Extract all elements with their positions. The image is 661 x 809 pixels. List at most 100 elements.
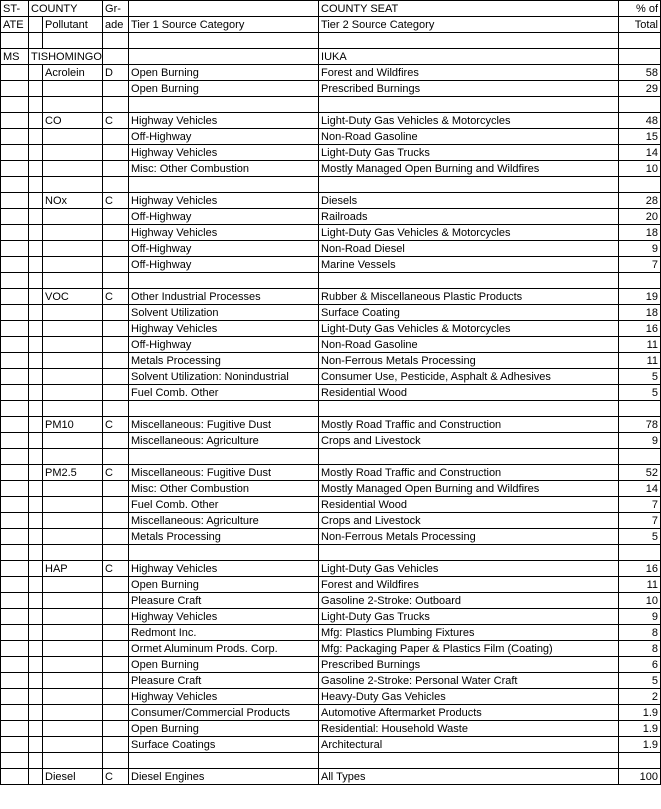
table-row: Highway VehiclesLight-Duty Gas Vehicles … [1,321,661,337]
table-row: NOxCHighway VehiclesDiesels28 [1,193,661,209]
grade-cell [103,369,129,385]
tier2-cell: Automotive Aftermarket Products [319,705,619,721]
pollutant-cell: VOC [43,289,103,305]
pct-cell: 19 [619,289,661,305]
pct-cell: 7 [619,497,661,513]
grade-cell [103,497,129,513]
header-pollutant: Pollutant [43,17,103,33]
table-row: Off-HighwayNon-Road Diesel9 [1,241,661,257]
pollutant-cell [43,609,103,625]
header-blank [29,17,43,33]
grade-cell: C [103,769,129,785]
pct-cell: 58 [619,65,661,81]
grade-cell [103,241,129,257]
table-row [1,401,661,417]
pollutant-cell [43,385,103,401]
tier2-cell: Mostly Road Traffic and Construction [319,465,619,481]
table-row: Highway VehiclesLight-Duty Gas Vehicles … [1,225,661,241]
pct-cell: 7 [619,513,661,529]
table-row: COCHighway VehiclesLight-Duty Gas Vehicl… [1,113,661,129]
pct-cell: 52 [619,465,661,481]
tier2-cell: Residential Wood [319,385,619,401]
grade-cell [103,705,129,721]
grade-cell [103,625,129,641]
grade-cell [103,673,129,689]
pct-cell: 78 [619,417,661,433]
tier2-cell: Light-Duty Gas Trucks [319,145,619,161]
tier1-cell: Off-Highway [129,257,319,273]
table-row [1,545,661,561]
pct-cell: 100 [619,769,661,785]
pct-cell: 14 [619,145,661,161]
pct-cell: 29 [619,81,661,97]
tier1-cell: Miscellaneous: Agriculture [129,513,319,529]
pct-cell: 5 [619,673,661,689]
pollutant-cell [43,737,103,753]
pct-cell: 16 [619,321,661,337]
tier2-cell: Light-Duty Gas Trucks [319,609,619,625]
table-row: Solvent Utilization: NonindustrialConsum… [1,369,661,385]
pollutant-cell [43,641,103,657]
tier1-cell: Misc: Other Combustion [129,161,319,177]
table-row: Open BurningPrescribed Burnings6 [1,657,661,673]
grade-cell [103,353,129,369]
pct-cell: 5 [619,385,661,401]
grade-cell: D [103,65,129,81]
pollutant-cell [43,657,103,673]
pollutant-cell [43,705,103,721]
tier2-cell: Light-Duty Gas Vehicles & Motorcycles [319,225,619,241]
header-row-1: ST-COUNTYGr-COUNTY SEAT% of [1,1,661,17]
tier1-cell: Fuel Comb. Other [129,497,319,513]
grade-cell [103,129,129,145]
table-row: PM2.5CMiscellaneous: Fugitive DustMostly… [1,465,661,481]
emissions-table: ST-COUNTYGr-COUNTY SEAT% ofATEPollutanta… [0,0,661,785]
table-row: Highway VehiclesLight-Duty Gas Trucks9 [1,609,661,625]
table-row [1,753,661,769]
county-seat: IUKA [319,49,619,65]
pct-cell: 10 [619,593,661,609]
county-row: MSTISHOMINGOIUKA [1,49,661,65]
pollutant-cell [43,321,103,337]
header-state-2: ATE [1,17,29,33]
table-row: Off-HighwayNon-Road Gasoline15 [1,129,661,145]
tier2-cell: Non-Road Gasoline [319,129,619,145]
pollutant-cell: PM2.5 [43,465,103,481]
header-grade: Gr- [103,1,129,17]
tier1-cell: Solvent Utilization: Nonindustrial [129,369,319,385]
tier1-cell: Consumer/Commercial Products [129,705,319,721]
pollutant-cell [43,129,103,145]
table-row [1,97,661,113]
pollutant-cell [43,481,103,497]
pollutant-cell [43,721,103,737]
table-row: Miscellaneous: AgricultureCrops and Live… [1,513,661,529]
table-row: DieselCDiesel EnginesAll Types100 [1,769,661,785]
table-row: Misc: Other CombustionMostly Managed Ope… [1,481,661,497]
pct-cell: 9 [619,241,661,257]
grade-cell [103,225,129,241]
table-row: AcroleinDOpen BurningForest and Wildfire… [1,65,661,81]
pct-cell: 14 [619,481,661,497]
table-row: Off-HighwayNon-Road Gasoline11 [1,337,661,353]
tier1-cell: Highway Vehicles [129,321,319,337]
pct-cell: 1.9 [619,721,661,737]
tier2-cell: Residential Wood [319,497,619,513]
pollutant-cell [43,593,103,609]
tier2-cell: Gasoline 2-Stroke: Personal Water Craft [319,673,619,689]
tier2-cell: Non-Road Diesel [319,241,619,257]
grade-cell [103,593,129,609]
tier1-cell: Off-Highway [129,337,319,353]
pct-cell: 20 [619,209,661,225]
table-row: Solvent UtilizationSurface Coating18 [1,305,661,321]
pollutant-cell [43,241,103,257]
pollutant-cell [43,529,103,545]
pct-cell: 9 [619,609,661,625]
pct-cell: 8 [619,625,661,641]
pollutant-cell [43,625,103,641]
grade-cell [103,641,129,657]
pollutant-cell [43,433,103,449]
pct-cell: 8 [619,641,661,657]
tier2-cell: Non-Ferrous Metals Processing [319,529,619,545]
header-tier2-cat: Tier 2 Source Category [319,17,619,33]
tier1-cell: Misc: Other Combustion [129,481,319,497]
tier2-cell: Non-Road Gasoline [319,337,619,353]
